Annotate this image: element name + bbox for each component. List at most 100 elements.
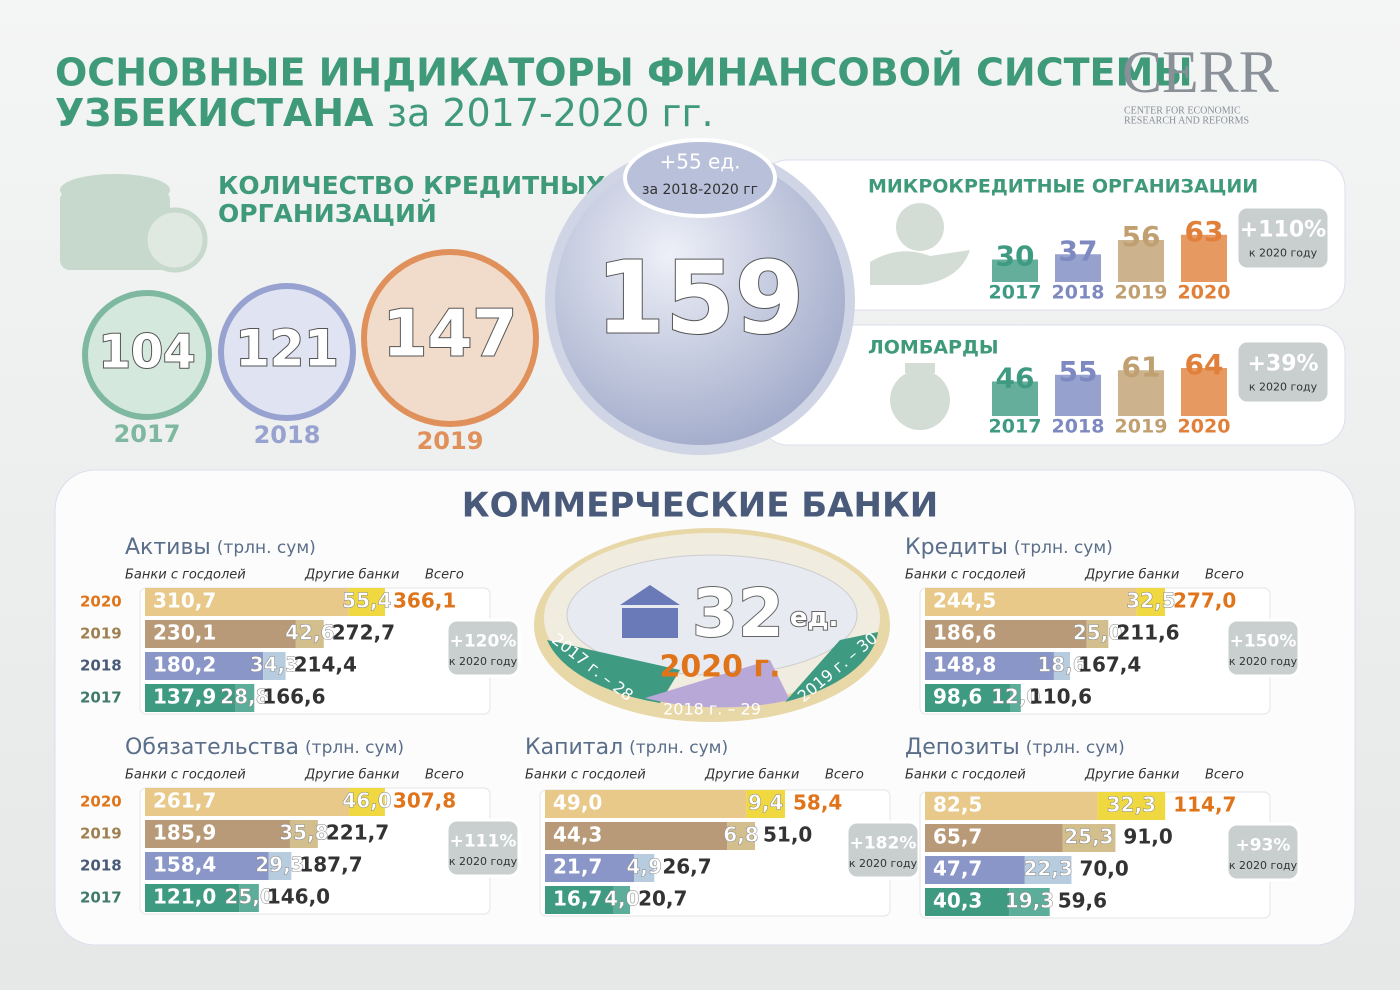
other-value: 25,0 [224,885,273,909]
ring-2017 [547,640,680,703]
count-value: 37 [1059,234,1098,267]
state-bar [145,620,296,648]
panel-title: Активы (трлн. сум) [125,535,316,560]
total-value: 70,0 [1079,857,1128,881]
total-value: 58,4 [793,791,842,815]
panel-title: Обязательства (трлн. сум) [125,735,404,760]
unit: (трлн. сум) [1014,538,1113,558]
year: 2019 [1115,282,1168,304]
other-bar [1062,824,1116,852]
state-value: 230,1 [153,621,216,645]
other-bar [1086,620,1109,648]
year: 2018 [1052,282,1105,304]
title-line1: ОСНОВНЫЕ ИНДИКАТОРЫ ФИНАНСОВОЙ СИСТЕМЫ [55,51,1193,95]
other-bar [613,886,631,914]
total-value: 277,0 [1173,589,1236,613]
state-value: 185,9 [153,821,216,845]
count-value: 56 [1122,220,1161,253]
total-count: 159 [596,239,805,356]
banks-core [566,554,858,676]
banks-year: 2020 г. [659,650,780,685]
row-year: 2020 [80,593,122,611]
state-value: 44,3 [553,823,602,847]
total-value: 366,1 [393,589,456,613]
org-year: 2018 [254,421,321,449]
state-bar [545,822,728,850]
row-year: 2018 [80,657,122,675]
count-bar [1055,254,1101,282]
unit: (трлн. сум) [1026,738,1125,758]
state-bar [145,652,264,680]
state-bar [925,652,1054,680]
count-value: 30 [996,240,1035,273]
state-value: 65,7 [933,825,982,849]
state-bar [925,856,1025,884]
state-value: 158,4 [153,853,216,877]
year: 2017 [989,416,1042,438]
growth-note: к 2020 году [1249,381,1318,394]
logo-sub: CENTER FOR ECONOMIC [1124,105,1241,116]
org-year: 2019 [417,427,484,455]
title: Депозиты [905,735,1020,760]
title: Кредиты [905,535,1008,560]
other-value: 32,5 [1126,589,1175,613]
title: Активы [125,535,211,560]
state-value: 16,7 [553,887,602,911]
growth: +111% [450,831,517,851]
other-bar [1136,588,1165,616]
col-head: Банки с госдолей [905,568,1026,583]
year: 2020 [1178,416,1231,438]
year: 2017 [989,282,1042,304]
other-value: 29,3 [255,853,304,877]
col-head: Банки с госдолей [525,768,646,783]
growth: +110% [1240,218,1326,243]
growth-badge [845,820,921,880]
count-bar [1181,368,1227,416]
state-bar [145,684,236,712]
row-year: 2017 [80,689,122,707]
state-bar [545,854,635,882]
count-bar [992,381,1038,416]
growth-note: к 2020 году [1229,655,1298,668]
count-value: 55 [1059,355,1098,388]
other-bar [349,788,385,816]
total-value: 166,6 [262,685,325,709]
title-rest: за 2017-2020 гг. [387,91,714,135]
change-bubble [623,138,777,218]
state-value: 148,8 [933,653,996,677]
col-head: Всего [825,768,864,783]
count-bar [1055,374,1101,416]
growth: +150% [1230,631,1297,651]
unit: (трлн. сум) [305,738,404,758]
org-year: 2017 [114,420,181,448]
state-bar [925,888,1010,916]
total-value: 26,7 [662,855,711,879]
year: 2018 [1052,416,1105,438]
panel-title: Капитал (трлн. сум) [525,735,728,760]
count-bar [1118,240,1164,282]
state-bar [145,820,290,848]
state-value: 244,5 [933,589,996,613]
title: Обязательства [125,735,299,760]
other-bar [1010,684,1021,712]
growth: +182% [850,833,917,853]
other-value: 4,9 [627,855,662,879]
year: 2020 [1178,282,1231,304]
other-bar [1009,888,1050,916]
growth-note: к 2020 году [1249,247,1318,260]
col-head: Всего [425,568,464,583]
col-head: Другие банки [1084,768,1179,783]
banks-count: 32 ед. [692,575,838,652]
org-count: 147 [383,297,518,372]
total-value: 221,7 [326,821,389,845]
logo: CERR [1122,39,1279,105]
state-value: 82,5 [933,793,982,817]
state-value: 47,7 [933,857,982,881]
state-value: 310,7 [153,589,216,613]
state-bar [145,588,349,616]
state-bar [145,852,269,880]
col-head: Другие банки [304,768,399,783]
other-bar [235,684,255,712]
ring-2019 [785,632,878,702]
